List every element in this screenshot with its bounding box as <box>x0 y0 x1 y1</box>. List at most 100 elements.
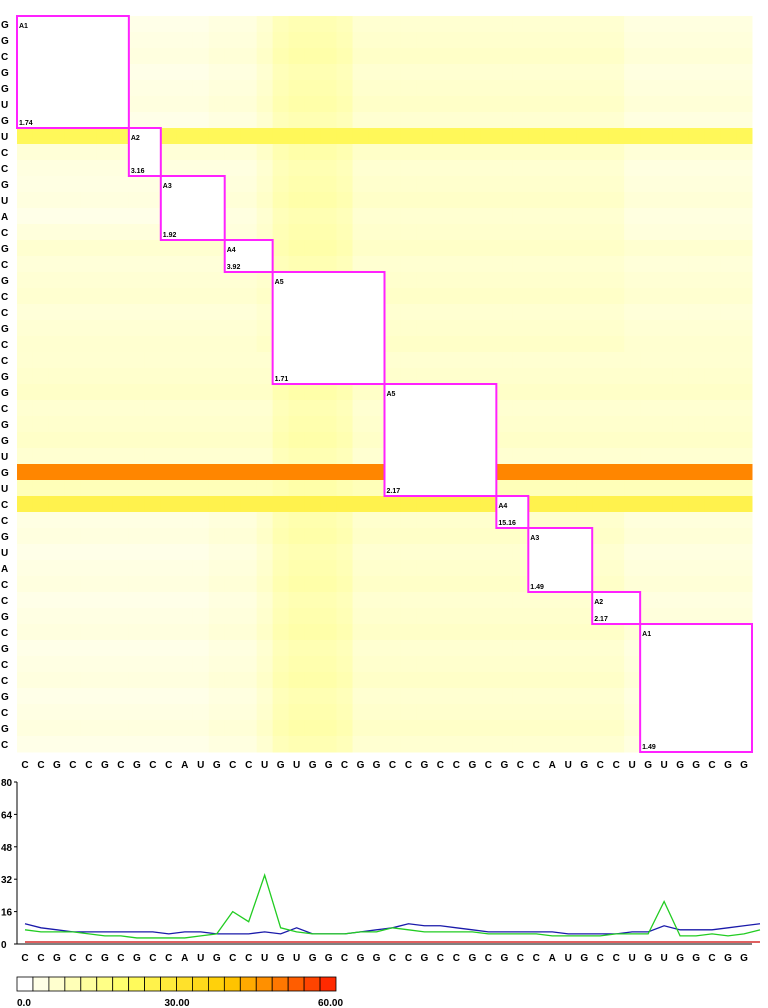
heatmap-cell <box>416 704 433 721</box>
heatmap-cell <box>384 256 401 273</box>
heatmap-cell <box>320 224 338 241</box>
plot-x-base-label: C <box>389 953 396 964</box>
heatmap-cell <box>224 80 242 97</box>
heatmap-cell <box>496 672 513 689</box>
heatmap-cell <box>144 736 162 753</box>
heatmap-cell <box>96 704 114 721</box>
heatmap-cell <box>560 640 577 657</box>
heatmap-cell <box>352 624 370 641</box>
heatmap-cell <box>224 304 242 321</box>
heatmap-cell <box>416 688 433 705</box>
heatmap-cell <box>64 656 82 673</box>
heatmap-cell <box>176 112 194 129</box>
heatmap-cell <box>640 96 657 113</box>
heatmap-cell <box>672 272 689 289</box>
heatmap-cell <box>688 48 705 65</box>
heatmap-cell <box>432 512 449 529</box>
heatmap-cell <box>112 656 130 673</box>
heatmap-cell <box>96 160 114 177</box>
heatmap-cell <box>688 688 705 705</box>
heatmap-cell <box>192 144 210 161</box>
heatmap-cell <box>608 320 625 337</box>
heatmap-cell <box>32 672 50 689</box>
plot-x-base-label: G <box>421 953 429 964</box>
heatmap-cell <box>48 432 66 449</box>
heatmap-cell <box>64 464 82 481</box>
heatmap-cell <box>368 208 385 225</box>
heatmap-cell <box>608 144 625 161</box>
heatmap-cell <box>608 80 625 97</box>
heatmap-cell <box>64 256 82 273</box>
heatmap-cell <box>544 544 561 561</box>
heatmap-cell <box>432 480 449 497</box>
heatmap-cell <box>240 656 258 673</box>
heatmap-cell <box>592 352 609 369</box>
heatmap-cell <box>528 272 545 289</box>
heatmap-cell <box>304 576 322 593</box>
heatmap-cell <box>592 416 609 433</box>
heatmap-cell <box>656 640 673 657</box>
heatmap-cell <box>592 80 609 97</box>
heatmap-cell <box>288 240 306 257</box>
heatmap-cell <box>336 512 354 529</box>
heatmap-cell <box>32 352 50 369</box>
heatmap-cell <box>17 640 34 657</box>
heatmap-cell <box>400 496 417 513</box>
heatmap-cell <box>192 576 210 593</box>
heatmap-cell <box>288 432 306 449</box>
legend-swatch <box>255 976 273 992</box>
heatmap-cell <box>512 112 529 129</box>
heatmap-cell <box>80 592 98 609</box>
heatmap-cell <box>224 464 242 481</box>
heatmap-cell <box>192 272 210 289</box>
heatmap-cell <box>432 528 449 545</box>
heatmap-cell <box>688 176 705 193</box>
heatmap-cell <box>400 192 417 209</box>
heatmap-cell <box>544 528 561 545</box>
heatmap-cell <box>272 192 290 209</box>
heatmap-cell <box>240 384 258 401</box>
heatmap-cell <box>208 672 226 689</box>
heatmap-cell <box>432 96 449 113</box>
heatmap-cell <box>640 256 657 273</box>
heatmap-cell <box>464 608 481 625</box>
heatmap-cell <box>176 176 194 193</box>
heatmap-cell <box>80 736 98 753</box>
heatmap-cell <box>17 320 34 337</box>
heatmap-cell <box>192 416 210 433</box>
heatmap-cell <box>176 208 194 225</box>
heatmap-cell <box>304 320 322 337</box>
heatmap-cell <box>320 544 338 561</box>
heatmap-cell <box>208 304 226 321</box>
heatmap-cell <box>336 592 354 609</box>
y-tick-label: 80 <box>1 778 13 789</box>
heatmap-cell <box>544 416 561 433</box>
heatmap-cell <box>272 624 290 641</box>
heatmap-cell <box>288 368 306 385</box>
heatmap-cell <box>416 624 433 641</box>
heatmap-cell <box>368 720 385 737</box>
heatmap-cell <box>32 192 50 209</box>
heatmap-cell <box>576 272 593 289</box>
heatmap-cell <box>160 672 178 689</box>
heatmap-cell <box>336 208 354 225</box>
heatmap-cell <box>592 384 609 401</box>
heatmap-cell <box>416 256 433 273</box>
heatmap-cell <box>384 96 401 113</box>
heatmap-cell <box>720 672 737 689</box>
plot-x-base-label: C <box>533 953 540 964</box>
heatmap-cell <box>432 208 449 225</box>
heatmap-cell <box>720 272 737 289</box>
heatmap-cell <box>256 480 274 497</box>
heatmap-cell <box>352 560 370 577</box>
heatmap-cell <box>736 240 753 257</box>
heatmap-cell <box>656 736 673 753</box>
heatmap-cell <box>352 96 370 113</box>
heatmap-cell <box>480 320 497 337</box>
heatmap-cell <box>144 352 162 369</box>
heatmap-cell <box>464 64 481 81</box>
heatmap-cell <box>64 80 82 97</box>
heatmap-cell <box>256 544 274 561</box>
heatmap-cell <box>736 144 753 161</box>
heatmap-cell <box>160 736 178 753</box>
